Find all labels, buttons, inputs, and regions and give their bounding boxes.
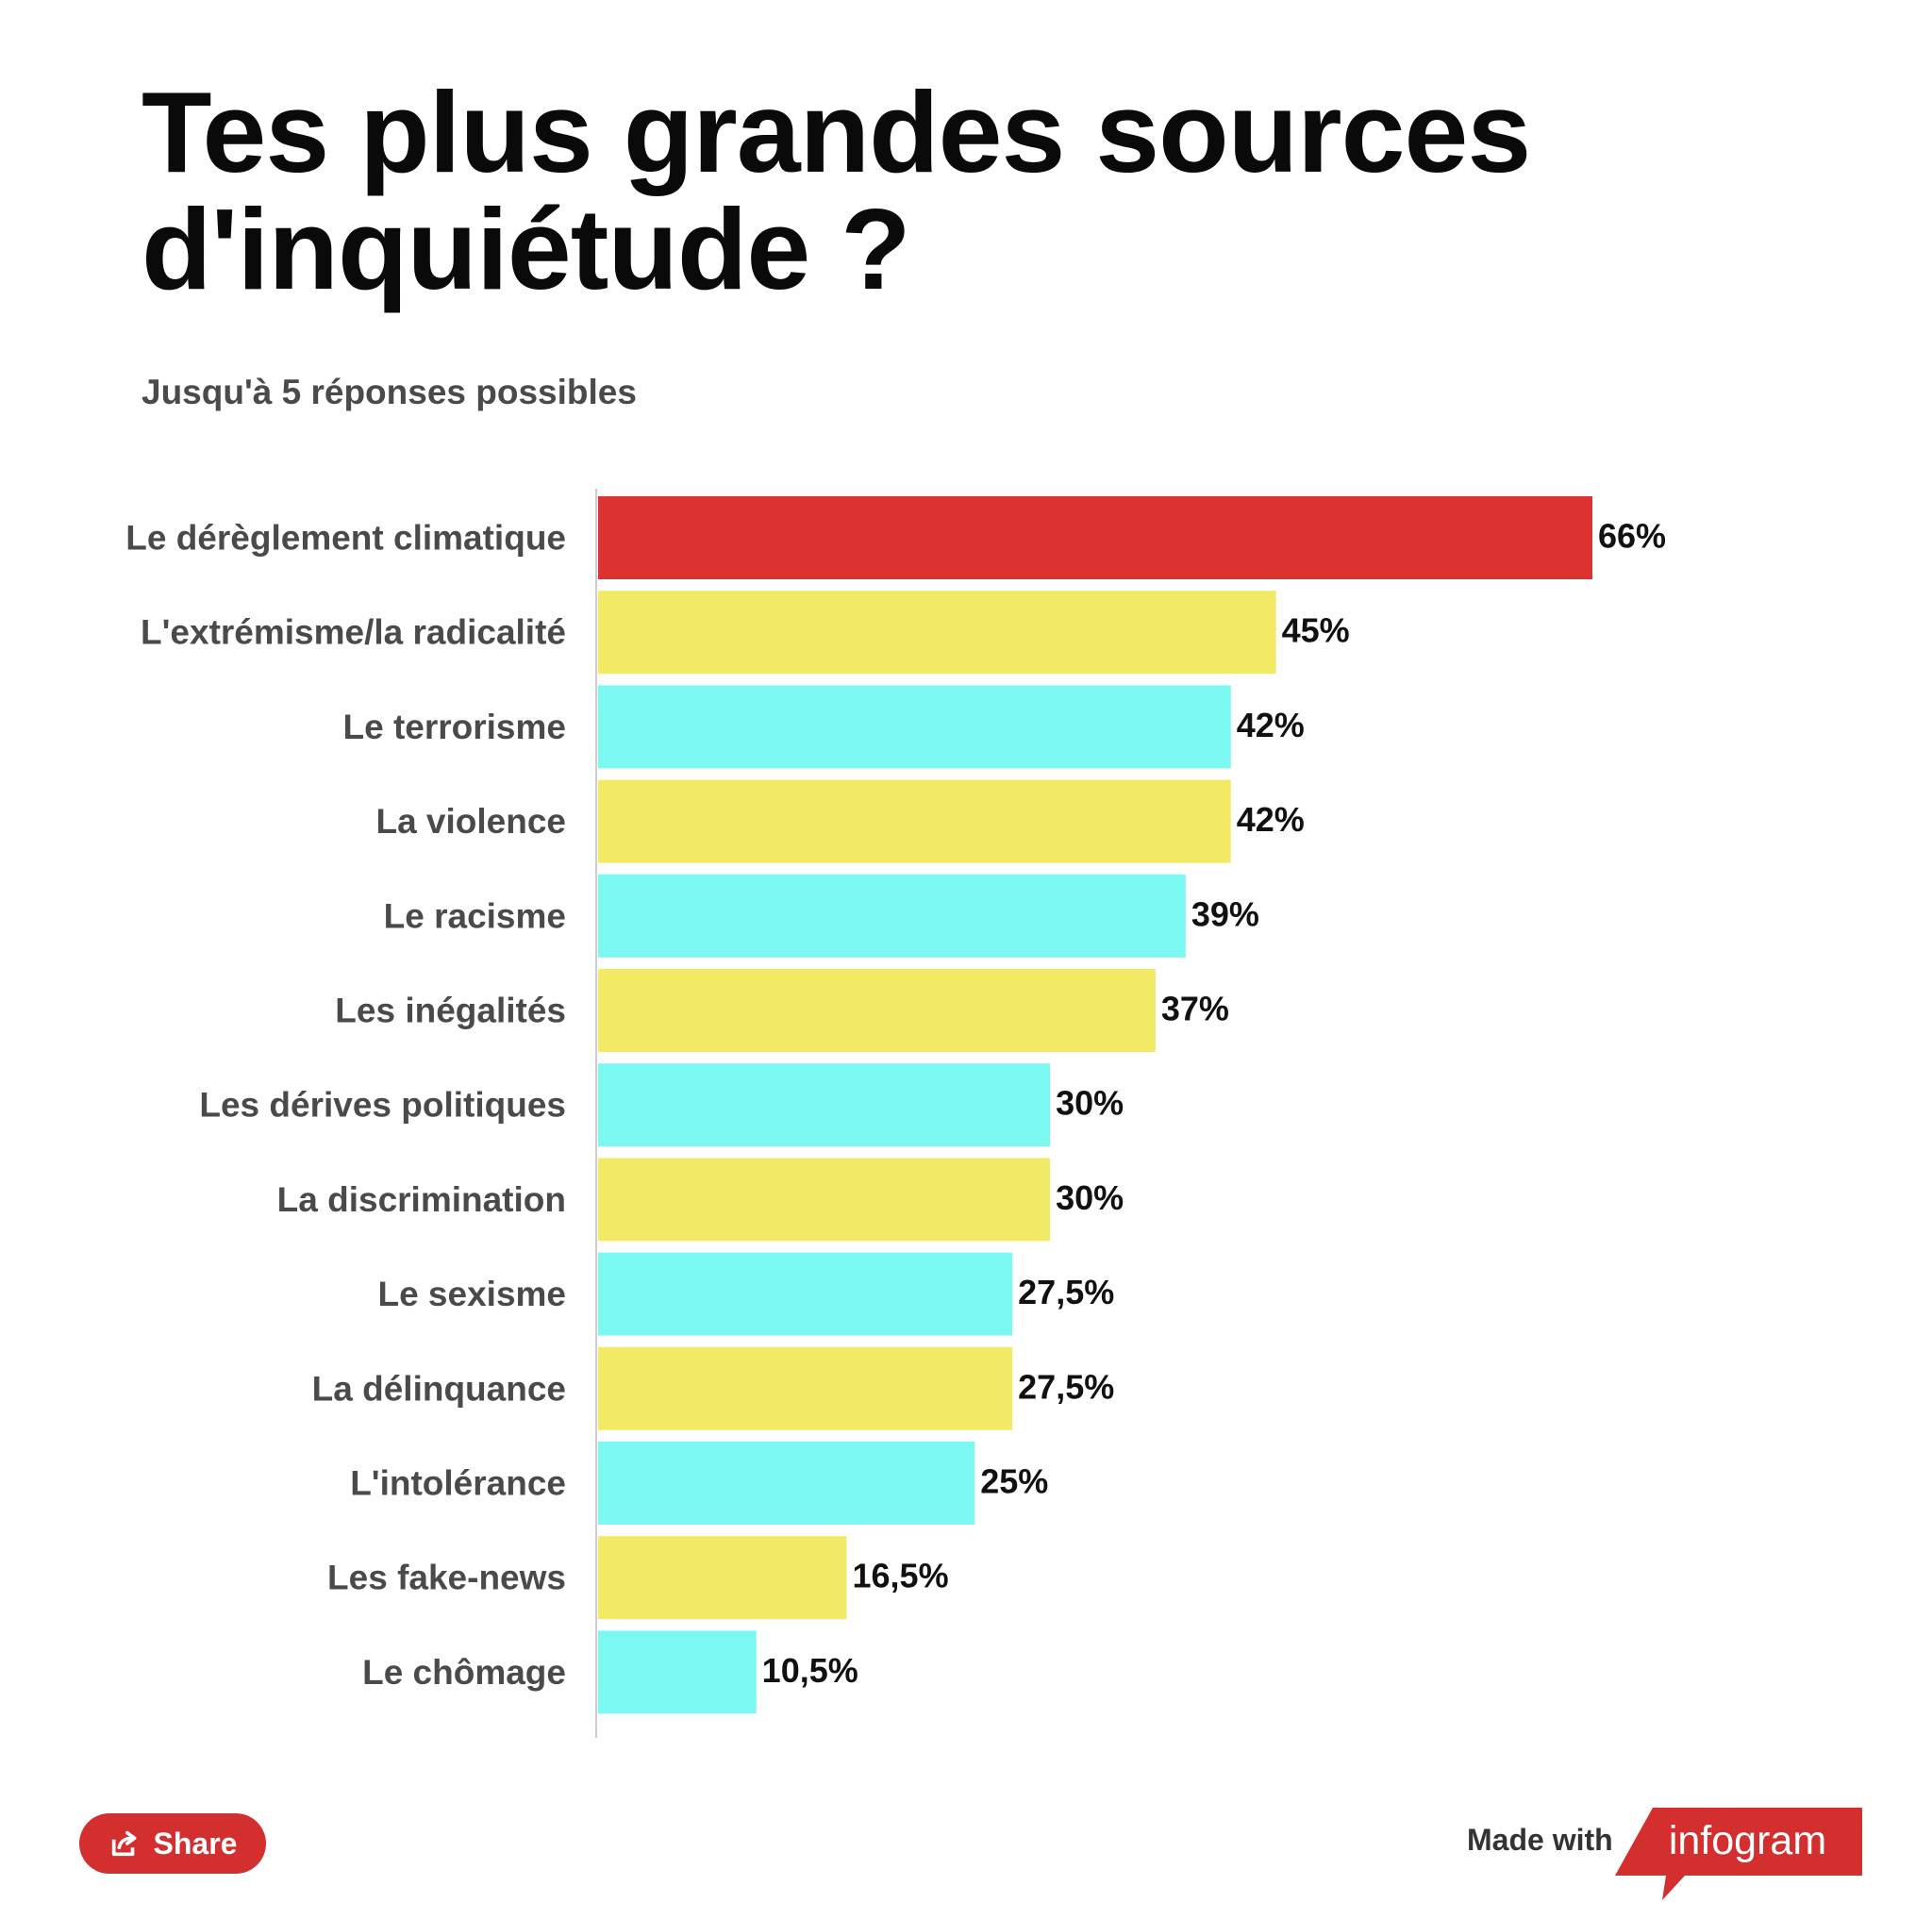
category-label: Les fake-news (327, 1559, 566, 1597)
value-label: 37% (1161, 990, 1229, 1028)
bar (598, 874, 1186, 958)
chart-subtitle: Jusqu'à 5 réponses possibles (142, 373, 637, 411)
value-label: 16,5% (853, 1557, 949, 1595)
share-button[interactable]: Share (79, 1813, 266, 1874)
category-label: La délinquance (312, 1369, 566, 1408)
made-with-text: Made with (1467, 1823, 1613, 1857)
bars-group: Le dérèglement climatique 66% L'extrémisme… (125, 496, 1666, 1714)
bar (598, 1536, 847, 1620)
bar (598, 496, 1592, 579)
category-label: Le terrorisme (343, 708, 567, 746)
infogram-logo[interactable] (1615, 1808, 1862, 1902)
bar (598, 1630, 757, 1714)
value-label: 27,5% (1018, 1273, 1114, 1311)
category-label: La discrimination (277, 1180, 566, 1219)
value-label: 30% (1056, 1178, 1124, 1217)
bar (598, 779, 1231, 863)
category-label: L'extrémisme/la radicalité (141, 613, 566, 652)
bar (598, 685, 1231, 769)
value-label: 30% (1056, 1084, 1124, 1123)
category-label: Le chômage (362, 1653, 566, 1692)
bar (598, 969, 1156, 1052)
share-icon (111, 1830, 136, 1857)
infogram-logo-text: infogram (1668, 1818, 1827, 1863)
bar (598, 1063, 1051, 1147)
category-label: Le sexisme (377, 1275, 566, 1313)
value-label: 42% (1237, 706, 1305, 744)
value-label: 66% (1598, 517, 1666, 556)
bar (598, 1252, 1013, 1336)
category-label: Le racisme (384, 896, 566, 935)
value-label: 42% (1237, 800, 1305, 839)
bar (598, 1442, 975, 1525)
chart-title: Tes plus grandes sources d'inquiétude ? (142, 68, 1531, 313)
bar (598, 1346, 1013, 1430)
category-label: Les dérives politiques (199, 1086, 566, 1125)
bar (598, 591, 1276, 675)
value-label: 27,5% (1018, 1367, 1114, 1406)
bar (598, 1158, 1051, 1242)
category-label: Les inégalités (335, 992, 566, 1030)
category-label: Le dérèglement climatique (125, 519, 566, 558)
share-button-label: Share (153, 1826, 238, 1861)
value-label: 25% (980, 1462, 1048, 1501)
value-label: 45% (1282, 611, 1350, 650)
category-label: La violence (375, 802, 566, 841)
category-label: L'intolérance (350, 1464, 566, 1503)
value-label: 39% (1191, 894, 1259, 933)
value-label: 10,5% (762, 1651, 858, 1690)
bar-chart: Le dérèglement climatique 66% L'extrémisme… (125, 489, 1666, 1738)
